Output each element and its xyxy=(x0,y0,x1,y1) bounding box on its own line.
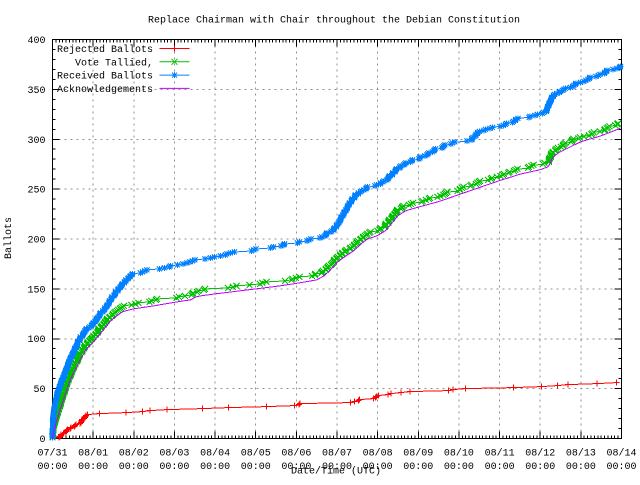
svg-text:400: 400 xyxy=(27,36,45,47)
svg-text:00:00: 00:00 xyxy=(241,462,271,473)
svg-text:08/07: 08/07 xyxy=(322,448,352,460)
svg-text:300: 300 xyxy=(27,136,45,147)
svg-text:250: 250 xyxy=(27,186,45,197)
svg-text:08/13: 08/13 xyxy=(566,448,596,460)
svg-text:Replace Chairman with Chair th: Replace Chairman with Chair throughout t… xyxy=(148,15,520,27)
svg-text:07/31: 07/31 xyxy=(37,448,67,460)
svg-text:08/01: 08/01 xyxy=(78,448,108,460)
svg-text:Vote Tallied,: Vote Tallied, xyxy=(75,57,153,69)
svg-text:00:00: 00:00 xyxy=(37,462,67,473)
svg-text:00:00: 00:00 xyxy=(444,462,474,473)
svg-text:Rejected Ballots: Rejected Ballots xyxy=(57,44,153,56)
svg-text:08/03: 08/03 xyxy=(159,448,189,460)
svg-text:Received Ballots: Received Ballots xyxy=(57,71,153,83)
svg-text:00:00: 00:00 xyxy=(606,462,636,473)
svg-text:50: 50 xyxy=(33,385,45,396)
svg-text:00:00: 00:00 xyxy=(281,462,311,473)
svg-text:00:00: 00:00 xyxy=(159,462,189,473)
svg-text:08/14: 08/14 xyxy=(606,448,636,460)
svg-text:08/02: 08/02 xyxy=(119,448,149,460)
svg-text:Acknowledgements: Acknowledgements xyxy=(57,84,153,96)
svg-text:Date/Time (UTC): Date/Time (UTC) xyxy=(291,466,381,478)
svg-text:00:00: 00:00 xyxy=(78,462,108,473)
svg-text:150: 150 xyxy=(27,285,45,296)
svg-text:08/11: 08/11 xyxy=(485,448,515,460)
svg-text:00:00: 00:00 xyxy=(322,462,352,473)
svg-text:08/12: 08/12 xyxy=(525,448,555,460)
svg-text:08/09: 08/09 xyxy=(403,448,433,460)
svg-text:Ballots: Ballots xyxy=(3,217,15,259)
svg-text:08/05: 08/05 xyxy=(241,448,271,460)
svg-text:00:00: 00:00 xyxy=(119,462,149,473)
svg-text:00:00: 00:00 xyxy=(403,462,433,473)
svg-text:100: 100 xyxy=(27,335,45,346)
svg-text:0: 0 xyxy=(39,435,45,446)
svg-text:08/04: 08/04 xyxy=(200,448,230,460)
svg-text:08/06: 08/06 xyxy=(281,448,311,460)
svg-text:00:00: 00:00 xyxy=(200,462,230,473)
svg-text:08/10: 08/10 xyxy=(444,448,474,460)
svg-text:00:00: 00:00 xyxy=(525,462,555,473)
svg-text:00:00: 00:00 xyxy=(566,462,596,473)
svg-text:00:00: 00:00 xyxy=(363,462,393,473)
svg-text:200: 200 xyxy=(27,236,45,247)
svg-text:350: 350 xyxy=(27,86,45,97)
svg-text:08/08: 08/08 xyxy=(363,448,393,460)
svg-text:00:00: 00:00 xyxy=(485,462,515,473)
